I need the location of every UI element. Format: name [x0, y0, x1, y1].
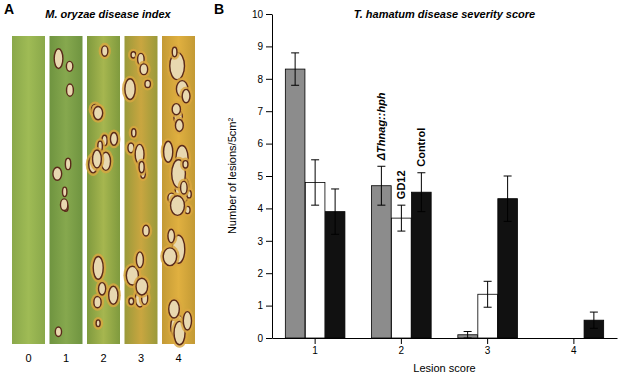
- leaf-label: 1: [63, 352, 69, 364]
- error-bar: [504, 176, 512, 221]
- y-tick: 8: [257, 74, 272, 85]
- x-tick-label: 3: [485, 345, 491, 356]
- x-tick: 4: [571, 338, 577, 356]
- y-axis: 0 1 2 3 4 5 6 7 8 9 10: [252, 9, 273, 344]
- bar: [305, 182, 325, 338]
- leaf: [86, 36, 121, 344]
- leaf-label: 3: [138, 352, 144, 364]
- y-tick-mark: [266, 306, 272, 307]
- x-tick-label: 2: [399, 345, 405, 356]
- x-axis-line: [273, 338, 618, 339]
- leaf-label: 2: [100, 352, 106, 364]
- y-tick-label: 3: [257, 236, 263, 247]
- leaf-label: 4: [175, 352, 181, 364]
- leaf: [50, 36, 83, 344]
- bar: [372, 186, 392, 338]
- panel-title: M. oryzae disease index: [45, 8, 171, 20]
- x-tick-mark: [487, 338, 488, 344]
- y-tick-mark: [266, 241, 272, 242]
- x-tick-label: 1: [312, 345, 318, 356]
- error-bar: [331, 189, 339, 234]
- error-bar: [484, 281, 492, 307]
- leaf-label: 0: [25, 352, 31, 364]
- y-tick-label: 4: [257, 203, 263, 214]
- y-tick-label: 2: [257, 268, 263, 279]
- y-tick-mark: [266, 144, 272, 145]
- y-tick-label: 8: [257, 74, 263, 85]
- y-tick: 6: [257, 138, 272, 149]
- error-bar: [311, 160, 319, 205]
- panel-letter: A: [4, 1, 14, 17]
- x-tick-mark: [315, 338, 316, 344]
- y-tick: 10: [252, 9, 272, 20]
- x-tick: 2: [399, 338, 405, 356]
- y-tick-mark: [266, 14, 272, 15]
- plot-area: [285, 53, 603, 338]
- bar: [285, 69, 305, 338]
- y-tick-mark: [266, 79, 272, 80]
- bar: [392, 218, 412, 338]
- error-bar: [291, 53, 299, 85]
- series: [325, 173, 603, 338]
- error-bar: [377, 166, 385, 205]
- leaf: [12, 36, 45, 344]
- y-axis-title: Number of lesions/5cm²: [226, 118, 238, 234]
- y-tick: 4: [257, 203, 272, 214]
- series: [285, 53, 477, 338]
- y-tick-mark: [266, 208, 272, 209]
- x-tick: 1: [312, 338, 318, 356]
- y-tick: 0: [257, 333, 272, 344]
- y-tick: 2: [257, 268, 272, 279]
- y-tick: 5: [257, 171, 272, 182]
- x-tick-label: 4: [571, 345, 577, 356]
- error-bar: [397, 205, 405, 231]
- panel-letter: B: [214, 1, 224, 17]
- series: [305, 160, 497, 338]
- series-label: ΔThnag::hph: [375, 92, 387, 161]
- bar: [564, 338, 584, 339]
- y-tick: 7: [257, 106, 272, 117]
- error-bar: [590, 312, 598, 328]
- y-tick-label: 7: [257, 106, 263, 117]
- series-label: GD12: [395, 170, 407, 199]
- y-tick-label: 10: [252, 9, 264, 20]
- y-tick-mark: [266, 338, 272, 339]
- y-tick: 3: [257, 236, 272, 247]
- y-tick: 1: [257, 300, 272, 311]
- y-tick-mark: [266, 176, 272, 177]
- y-tick-label: 9: [257, 41, 263, 52]
- error-bar: [417, 173, 425, 212]
- bar: [544, 338, 564, 339]
- error-bar: [464, 332, 472, 338]
- chart-title: T. hamatum disease severity score: [354, 8, 535, 20]
- x-axis: 1 2 3 4: [273, 338, 618, 356]
- y-tick-mark: [266, 273, 272, 274]
- y-tick-label: 6: [257, 138, 263, 149]
- leaf: [160, 36, 195, 348]
- y-axis-line: [272, 15, 273, 339]
- y-tick-mark: [266, 46, 272, 47]
- y-tick-mark: [266, 111, 272, 112]
- series-label: Control: [415, 128, 427, 167]
- x-tick-mark: [573, 338, 574, 344]
- x-tick-mark: [401, 338, 402, 344]
- y-tick: 9: [257, 41, 272, 52]
- y-tick-label: 1: [257, 300, 263, 311]
- y-tick-label: 5: [257, 171, 263, 182]
- x-axis-title: Lesion score: [413, 362, 475, 374]
- bar: [412, 192, 432, 338]
- y-tick-label: 0: [257, 333, 263, 344]
- x-tick: 3: [485, 338, 491, 356]
- leaf: [122, 36, 158, 344]
